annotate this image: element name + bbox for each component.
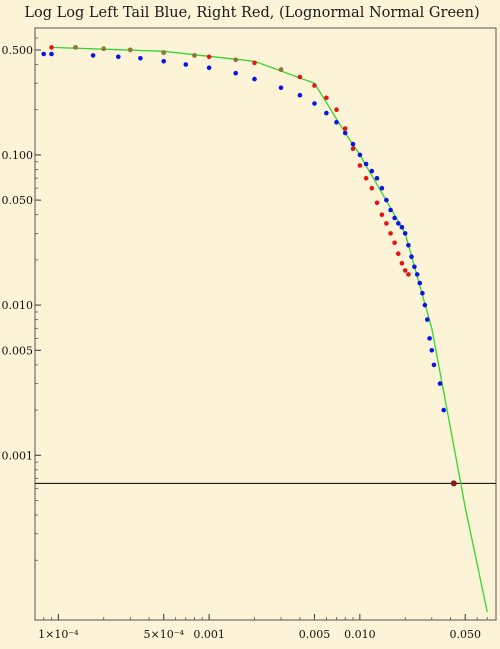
data-point: [206, 54, 212, 60]
data-point: [342, 130, 348, 136]
data-point: [437, 381, 443, 386]
data-point: [396, 221, 401, 226]
data-point: [429, 348, 435, 353]
data-point: [161, 50, 166, 55]
data-point: [420, 290, 425, 296]
data-point: [441, 407, 447, 413]
data-point: [357, 152, 363, 158]
data-point: [388, 231, 393, 236]
data-point: [73, 45, 78, 50]
data-point: [206, 65, 212, 71]
data-point: [427, 336, 432, 341]
data-point: [350, 141, 356, 147]
data-point: [406, 272, 411, 277]
y-tick-label: 0.050: [2, 194, 34, 207]
data-point: [374, 175, 380, 181]
data-point: [357, 163, 363, 168]
data-point: [417, 280, 423, 286]
data-point: [399, 260, 405, 266]
data-point: [369, 185, 375, 191]
data-point: [161, 59, 166, 64]
data-point: [334, 107, 339, 112]
data-point: [233, 57, 238, 63]
data-point: [402, 268, 408, 273]
data-point: [350, 146, 356, 151]
y-tick-label: 0.500: [2, 44, 34, 57]
chart-title: Log Log Left Tail Blue, Right Red, (Logn…: [24, 5, 479, 21]
marker-point: [450, 480, 457, 487]
data-point: [49, 51, 54, 57]
data-point: [297, 92, 303, 98]
data-point: [363, 175, 369, 181]
data-point: [422, 302, 428, 308]
x-tick-label: 0.001: [193, 628, 225, 641]
data-point: [252, 60, 257, 66]
data-point: [324, 95, 329, 101]
data-point: [90, 53, 96, 58]
data-point: [412, 264, 417, 270]
data-point: [414, 272, 420, 277]
data-point: [138, 56, 143, 61]
data-point: [278, 67, 284, 72]
data-point: [392, 215, 397, 221]
data-point: [369, 168, 375, 174]
data-point: [192, 53, 197, 58]
data-point: [278, 85, 284, 91]
x-tick-label: 0.050: [449, 628, 481, 641]
data-point: [425, 317, 430, 322]
data-point: [297, 74, 303, 80]
data-point: [392, 240, 397, 246]
data-point: [409, 254, 414, 259]
data-point: [342, 126, 348, 131]
data-point: [49, 45, 54, 50]
x-tick-label: 1×10⁻⁴: [38, 628, 79, 641]
fit-line: [51, 46, 488, 613]
y-tick-label: 0.100: [2, 149, 34, 162]
data-point: [183, 62, 189, 67]
data-point: [252, 76, 257, 82]
data-point: [363, 161, 369, 167]
data-point: [384, 197, 389, 203]
data-point: [312, 101, 317, 106]
data-point: [128, 47, 133, 53]
x-axis: 1×10⁻⁴ 5×10⁻⁴ 0.001 0.005 0.010 0.050: [34, 614, 497, 641]
data-point: [399, 224, 405, 230]
data-point: [41, 51, 46, 57]
y-tick-label: 0.010: [2, 299, 34, 312]
data-point: [431, 362, 437, 368]
data-point: [324, 110, 329, 116]
data-point: [379, 185, 385, 191]
data-point: [406, 243, 411, 248]
data-point: [374, 200, 380, 206]
data-point: [334, 120, 339, 125]
data-point: [388, 207, 393, 213]
y-axis: 0.500 0.100 0.050 0.010 0.005 0.001: [2, 37, 41, 561]
data-point: [384, 221, 389, 226]
data-point: [396, 251, 401, 256]
plot-frame: [34, 27, 497, 621]
plot-marks: [35, 45, 496, 613]
data-point: [379, 212, 385, 217]
y-tick-label: 0.001: [2, 449, 34, 462]
data-point: [116, 54, 121, 60]
x-tick-label: 0.005: [299, 628, 331, 641]
y-tick-label: 0.005: [2, 344, 34, 357]
x-tick-label: 5×10⁻⁴: [144, 628, 185, 641]
data-point: [233, 70, 238, 76]
data-point: [312, 83, 317, 88]
x-tick-label: 0.010: [344, 628, 376, 641]
data-point: [101, 46, 106, 51]
data-point: [402, 231, 408, 236]
